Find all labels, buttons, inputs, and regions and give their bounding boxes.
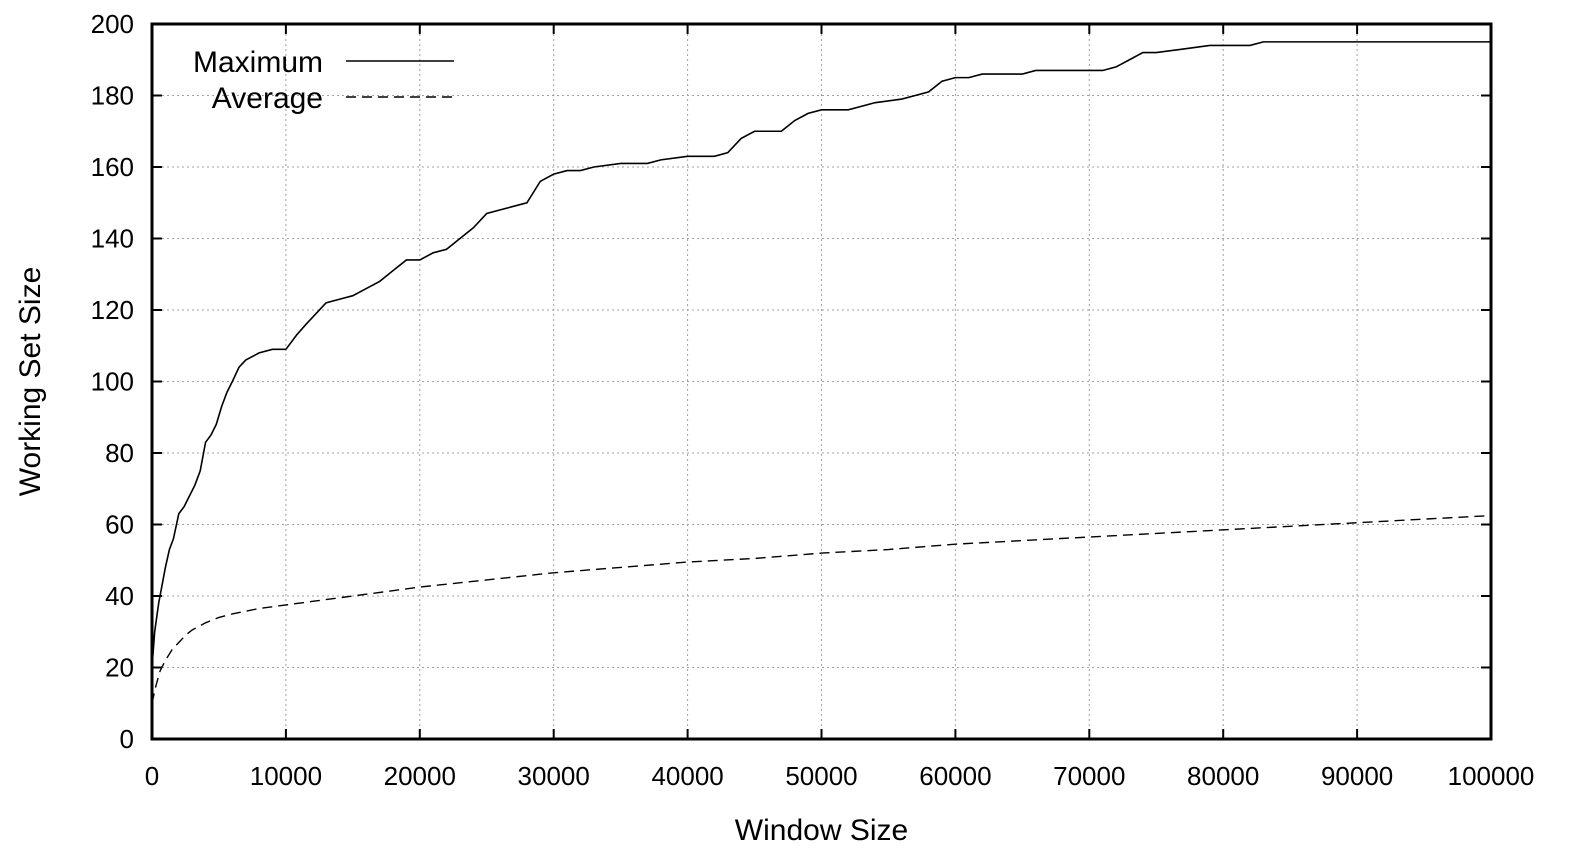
y-tick-label: 160 xyxy=(91,152,134,182)
y-tick-label: 20 xyxy=(105,653,134,683)
x-tick-label: 30000 xyxy=(518,761,590,791)
y-tick-label: 120 xyxy=(91,295,134,325)
legend: Maximum Average xyxy=(193,46,454,115)
x-tick-label: 20000 xyxy=(384,761,456,791)
x-tick-label: 60000 xyxy=(919,761,991,791)
x-tick-label: 100000 xyxy=(1448,761,1535,791)
grid xyxy=(152,24,1491,739)
series-line-maximum xyxy=(151,41,1491,668)
y-tick-label: 40 xyxy=(105,581,134,611)
y-tick-label: 60 xyxy=(105,510,134,540)
x-axis-label: Window Size xyxy=(735,814,908,847)
axis-ticks xyxy=(151,23,1492,740)
x-tick-label: 10000 xyxy=(250,761,322,791)
x-tick-label: 40000 xyxy=(651,761,723,791)
x-tick-labels: 0 10000 20000 30000 40000 50000 60000 70000 8000… xyxy=(145,761,1535,791)
y-tick-label: 80 xyxy=(105,438,134,468)
y-tick-label: 140 xyxy=(91,224,134,254)
x-tick-label: 50000 xyxy=(785,761,857,791)
x-tick-label: 80000 xyxy=(1187,761,1259,791)
y-axis-label: Working Set Size xyxy=(14,267,47,497)
y-tick-label: 0 xyxy=(120,724,134,754)
legend-label-maximum: Maximum xyxy=(193,46,323,79)
x-tick-label: 0 xyxy=(145,761,159,791)
y-tick-label: 100 xyxy=(91,367,134,397)
x-tick-label: 90000 xyxy=(1321,761,1393,791)
series xyxy=(151,41,1492,704)
legend-label-average: Average xyxy=(212,82,323,115)
y-tick-labels: 0 20 40 60 80 100 120 140 160 180 200 xyxy=(91,9,134,754)
y-tick-label: 200 xyxy=(91,9,134,39)
plot-frame xyxy=(150,22,1493,741)
x-tick-label: 70000 xyxy=(1053,761,1125,791)
series-line-average xyxy=(151,514,1492,704)
y-tick-label: 180 xyxy=(91,81,134,111)
